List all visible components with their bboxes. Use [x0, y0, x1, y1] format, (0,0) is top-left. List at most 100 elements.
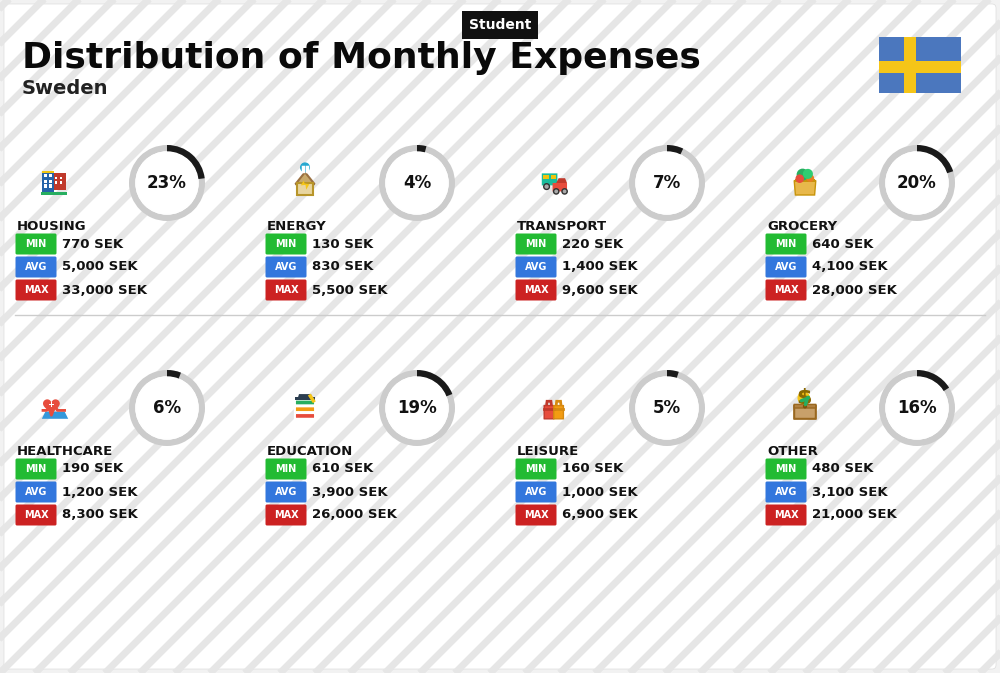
Circle shape	[797, 170, 808, 180]
FancyBboxPatch shape	[16, 279, 56, 301]
Text: MAX: MAX	[524, 285, 548, 295]
Circle shape	[554, 188, 559, 194]
Circle shape	[886, 377, 948, 439]
FancyBboxPatch shape	[516, 234, 556, 254]
FancyBboxPatch shape	[516, 505, 556, 526]
Text: $: $	[796, 388, 812, 408]
Polygon shape	[556, 178, 567, 183]
Text: ENERGY: ENERGY	[267, 220, 327, 233]
Text: OTHER: OTHER	[767, 445, 818, 458]
Text: 1,000 SEK: 1,000 SEK	[562, 485, 638, 499]
Text: 830 SEK: 830 SEK	[312, 260, 373, 273]
FancyBboxPatch shape	[516, 256, 556, 277]
Circle shape	[301, 163, 309, 172]
Circle shape	[796, 175, 803, 182]
Text: 130 SEK: 130 SEK	[312, 238, 373, 250]
Text: 8,300 SEK: 8,300 SEK	[62, 509, 138, 522]
FancyBboxPatch shape	[295, 406, 315, 412]
Wedge shape	[917, 145, 953, 174]
FancyBboxPatch shape	[4, 4, 996, 669]
FancyBboxPatch shape	[544, 406, 554, 419]
Text: 5,000 SEK: 5,000 SEK	[62, 260, 138, 273]
Text: MIN: MIN	[275, 239, 297, 249]
Text: 21,000 SEK: 21,000 SEK	[812, 509, 897, 522]
FancyBboxPatch shape	[516, 279, 556, 301]
FancyBboxPatch shape	[41, 192, 67, 195]
Text: HOUSING: HOUSING	[17, 220, 87, 233]
Circle shape	[386, 152, 448, 214]
FancyBboxPatch shape	[55, 181, 57, 184]
Text: Distribution of Monthly Expenses: Distribution of Monthly Expenses	[22, 41, 701, 75]
FancyBboxPatch shape	[16, 505, 56, 526]
Text: 33,000 SEK: 33,000 SEK	[62, 283, 147, 297]
Text: EDUCATION: EDUCATION	[267, 445, 353, 458]
FancyBboxPatch shape	[295, 400, 315, 405]
Circle shape	[636, 152, 698, 214]
Circle shape	[804, 170, 812, 178]
Text: MIN: MIN	[275, 464, 297, 474]
FancyBboxPatch shape	[54, 174, 66, 190]
Circle shape	[886, 152, 948, 214]
FancyBboxPatch shape	[551, 174, 556, 180]
Text: TRANSPORT: TRANSPORT	[517, 220, 607, 233]
FancyBboxPatch shape	[42, 172, 54, 173]
FancyBboxPatch shape	[16, 458, 56, 479]
Text: 6%: 6%	[153, 399, 181, 417]
Text: 19%: 19%	[397, 399, 437, 417]
Wedge shape	[379, 370, 455, 446]
Text: 4,100 SEK: 4,100 SEK	[812, 260, 888, 273]
FancyBboxPatch shape	[51, 402, 52, 406]
Polygon shape	[43, 399, 60, 415]
Text: AVG: AVG	[275, 487, 297, 497]
Circle shape	[386, 377, 448, 439]
Text: 1,200 SEK: 1,200 SEK	[62, 485, 138, 499]
Circle shape	[562, 188, 567, 194]
Circle shape	[386, 377, 448, 439]
Circle shape	[555, 190, 557, 192]
Circle shape	[386, 152, 448, 214]
FancyBboxPatch shape	[879, 61, 961, 73]
Text: 5,500 SEK: 5,500 SEK	[312, 283, 388, 297]
Text: 3,100 SEK: 3,100 SEK	[812, 485, 888, 499]
FancyBboxPatch shape	[49, 174, 52, 177]
FancyBboxPatch shape	[795, 179, 815, 182]
Text: MAX: MAX	[774, 285, 798, 295]
Text: 610 SEK: 610 SEK	[312, 462, 373, 476]
Text: 9,600 SEK: 9,600 SEK	[562, 283, 638, 297]
FancyBboxPatch shape	[554, 406, 563, 419]
Circle shape	[636, 377, 698, 439]
Wedge shape	[417, 145, 426, 153]
FancyBboxPatch shape	[266, 234, 306, 254]
FancyBboxPatch shape	[266, 505, 306, 526]
FancyBboxPatch shape	[44, 180, 47, 183]
Text: MAX: MAX	[24, 510, 48, 520]
FancyBboxPatch shape	[16, 481, 56, 503]
Wedge shape	[129, 145, 205, 221]
FancyBboxPatch shape	[295, 413, 315, 419]
FancyBboxPatch shape	[49, 184, 52, 188]
Text: 160 SEK: 160 SEK	[562, 462, 623, 476]
Text: MIN: MIN	[25, 464, 47, 474]
Wedge shape	[417, 370, 452, 396]
Circle shape	[136, 377, 198, 439]
Text: AVG: AVG	[25, 262, 47, 272]
Text: MIN: MIN	[525, 464, 547, 474]
Text: LEISURE: LEISURE	[517, 445, 579, 458]
Wedge shape	[667, 145, 683, 155]
FancyBboxPatch shape	[60, 181, 62, 184]
Wedge shape	[879, 145, 955, 221]
Text: MAX: MAX	[24, 285, 48, 295]
FancyBboxPatch shape	[266, 256, 306, 277]
Text: 6,900 SEK: 6,900 SEK	[562, 509, 638, 522]
Circle shape	[136, 152, 198, 214]
Text: AVG: AVG	[775, 262, 797, 272]
Text: 220 SEK: 220 SEK	[562, 238, 623, 250]
Polygon shape	[42, 412, 68, 419]
FancyBboxPatch shape	[297, 183, 313, 195]
Text: 190 SEK: 190 SEK	[62, 462, 123, 476]
Text: 770 SEK: 770 SEK	[62, 238, 123, 250]
Polygon shape	[295, 172, 315, 184]
FancyBboxPatch shape	[766, 458, 806, 479]
Text: GROCERY: GROCERY	[767, 220, 837, 233]
Text: MAX: MAX	[524, 510, 548, 520]
